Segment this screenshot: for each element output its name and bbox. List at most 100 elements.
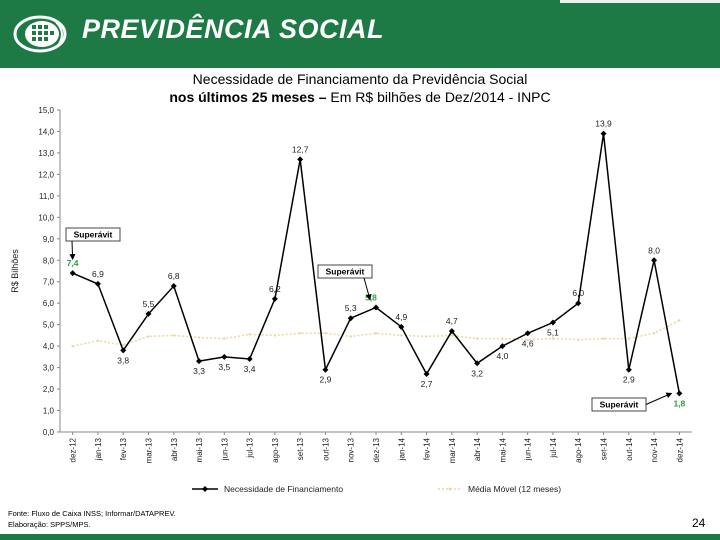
point-media-movel bbox=[602, 337, 605, 340]
data-label: 4,0 bbox=[496, 351, 508, 361]
y-tick-label: 15,0 bbox=[38, 106, 54, 115]
annotation-box bbox=[317, 264, 373, 279]
point-media-movel bbox=[324, 332, 327, 335]
point-necessidade bbox=[297, 156, 304, 163]
point-necessidade bbox=[549, 319, 556, 326]
point-necessidade bbox=[120, 347, 127, 354]
chart-title-line2-rest: Em R$ bilhões de Dez/2014 - INPC bbox=[330, 89, 551, 105]
x-tick-label: dez-13 bbox=[372, 437, 381, 462]
data-label: 2,9 bbox=[623, 375, 635, 385]
y-tick-label: 5,0 bbox=[43, 321, 55, 330]
x-tick-label: jul-13 bbox=[246, 437, 255, 458]
point-media-movel bbox=[678, 319, 681, 322]
x-tick-label: nov-14 bbox=[650, 437, 659, 462]
point-necessidade bbox=[448, 328, 455, 335]
point-media-movel bbox=[172, 334, 175, 337]
x-tick-label: fev-13 bbox=[119, 437, 128, 460]
data-label: 8,0 bbox=[648, 245, 660, 255]
data-label: 5,3 bbox=[345, 303, 357, 313]
y-tick-label: 1,0 bbox=[43, 407, 55, 416]
point-media-movel bbox=[425, 335, 428, 338]
point-media-movel bbox=[374, 332, 378, 335]
y-tick-label: 10,0 bbox=[38, 213, 54, 222]
legend-label-media-movel: Média Móvel (12 meses) bbox=[468, 484, 561, 494]
point-necessidade bbox=[221, 353, 228, 360]
data-label: 4,6 bbox=[522, 338, 534, 348]
chart-title-line2-bold: nos últimos 25 meses – bbox=[169, 89, 331, 105]
data-label: 3,3 bbox=[193, 366, 205, 376]
y-tick-label: 4,0 bbox=[43, 342, 55, 351]
point-necessidade bbox=[246, 356, 253, 363]
y-tick-label: 2,0 bbox=[43, 385, 55, 394]
annotation-label: Superávit bbox=[326, 267, 365, 277]
y-tick-label: 13,0 bbox=[38, 149, 54, 158]
legend-label-necessidade: Necessidade de Financiamento bbox=[224, 484, 343, 494]
x-tick-label: jan-14 bbox=[397, 437, 406, 461]
annotation-label: Superávit bbox=[600, 400, 639, 410]
point-media-movel bbox=[551, 337, 555, 340]
x-tick-label: jul-14 bbox=[549, 437, 558, 458]
point-necessidade bbox=[145, 310, 152, 317]
point-necessidade bbox=[322, 366, 329, 373]
x-tick-label: jun-13 bbox=[220, 437, 229, 461]
point-necessidade bbox=[499, 343, 506, 350]
y-tick-label: 0,0 bbox=[43, 428, 55, 437]
header-stripe bbox=[560, 0, 720, 3]
point-media-movel bbox=[526, 338, 529, 341]
x-tick-label: dez-14 bbox=[675, 437, 684, 462]
x-tick-label: out-14 bbox=[625, 437, 634, 460]
series-line-necessidade bbox=[72, 133, 681, 394]
data-label: 4,9 bbox=[395, 312, 407, 322]
point-media-movel bbox=[577, 338, 580, 341]
header-bar: PREVIDÊNCIA SOCIAL bbox=[0, 0, 720, 68]
data-label: 6,8 bbox=[168, 271, 180, 281]
x-tick-label: mar-13 bbox=[144, 437, 153, 463]
bottom-bar bbox=[0, 534, 720, 540]
x-tick-label: jun-14 bbox=[524, 437, 533, 461]
point-necessidade bbox=[651, 257, 658, 264]
y-tick-label: 12,0 bbox=[38, 170, 54, 179]
annotation-label: Superávit bbox=[74, 230, 113, 240]
data-label: 3,2 bbox=[471, 368, 483, 378]
point-necessidade bbox=[575, 300, 582, 307]
data-label: 6,9 bbox=[92, 269, 104, 279]
data-label: 3,4 bbox=[244, 364, 256, 374]
chart-title: Necessidade de Financiamento da Previdên… bbox=[60, 70, 660, 106]
y-tick-label: 8,0 bbox=[43, 256, 55, 265]
x-tick-label: set-13 bbox=[296, 437, 305, 460]
point-media-movel bbox=[627, 337, 630, 340]
point-media-movel bbox=[197, 336, 201, 339]
x-tick-label: ago-13 bbox=[271, 437, 280, 462]
point-media-movel bbox=[501, 337, 504, 340]
financing-line-chart: 0,0 1,0 2,0 3,0 4,0 5,0 6,0 7,0 8,0 9,0 10,0 11,0 12… bbox=[10, 106, 692, 494]
data-label: 5,1 bbox=[547, 328, 559, 338]
y-axis-label: R$ Bilhões bbox=[10, 249, 20, 293]
data-label: 13,9 bbox=[595, 119, 612, 129]
legend-marker-media-movel bbox=[448, 487, 452, 491]
point-media-movel bbox=[450, 334, 454, 337]
data-label: 2,9 bbox=[320, 375, 332, 385]
point-necessidade bbox=[170, 283, 177, 290]
y-tick-label: 11,0 bbox=[39, 192, 55, 201]
annotation-arrow bbox=[69, 240, 76, 261]
point-necessidade bbox=[600, 130, 607, 137]
point-necessidade bbox=[69, 270, 76, 277]
brand-title: PREVIDÊNCIA SOCIAL bbox=[82, 14, 385, 44]
point-necessidade bbox=[474, 360, 481, 367]
y-tick-label: 9,0 bbox=[43, 235, 55, 244]
data-label: 5,8 bbox=[365, 292, 377, 302]
annotation-arrow bbox=[363, 277, 372, 301]
data-label: 2,7 bbox=[421, 379, 433, 389]
annotation-box bbox=[65, 227, 121, 242]
point-necessidade bbox=[373, 304, 379, 311]
source-line2: Elaboração: SPPS/MPS. bbox=[8, 520, 91, 529]
point-media-movel bbox=[349, 335, 352, 338]
source-line1: Fonte: Fluxo de Caixa INSS; Informar/DAT… bbox=[8, 509, 176, 518]
data-label: 5,5 bbox=[143, 299, 155, 309]
data-label: 12,7 bbox=[292, 144, 309, 154]
point-media-movel bbox=[223, 337, 226, 340]
y-tick-label: 6,0 bbox=[43, 299, 55, 308]
point-media-movel bbox=[298, 332, 302, 335]
point-necessidade bbox=[347, 315, 354, 322]
x-tick-label: ago-14 bbox=[574, 437, 583, 462]
